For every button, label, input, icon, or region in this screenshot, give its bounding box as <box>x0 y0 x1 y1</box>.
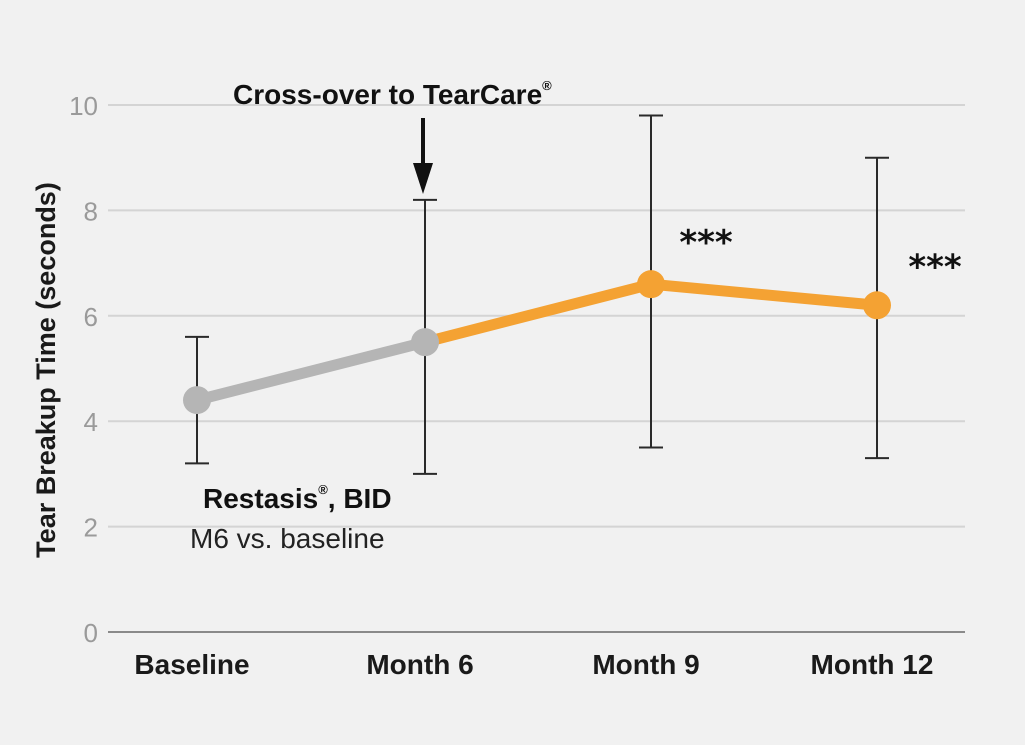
series-segment-restasis <box>191 336 431 406</box>
restasis-subtitle: M6 vs. baseline <box>190 523 385 554</box>
y-tick-label: 2 <box>84 513 98 543</box>
series-lines <box>191 278 883 406</box>
series-segment-tearcare <box>419 278 657 348</box>
crossover-arrow-head <box>413 163 433 194</box>
x-tick-label: Month 9 <box>592 649 699 680</box>
x-tick-labels: Baseline Month 6 Month 9 Month 12 <box>134 649 933 680</box>
significance-marker: *** <box>679 223 733 263</box>
y-tick-label: 6 <box>84 302 98 332</box>
series-segment-tearcare <box>645 278 883 311</box>
significance-marker: *** <box>908 247 962 287</box>
data-points <box>183 270 891 415</box>
significance-markers: *** *** <box>679 223 962 287</box>
y-axis-label: Tear Breakup Time (seconds) <box>31 182 61 558</box>
crossover-annotation: Cross-over to TearCare® <box>233 78 552 110</box>
data-point <box>863 291 891 320</box>
y-tick-label: 8 <box>84 196 98 226</box>
data-point <box>411 328 439 357</box>
data-point <box>183 386 211 415</box>
x-tick-label: Month 6 <box>366 649 473 680</box>
y-tick-label: 0 <box>84 618 98 648</box>
grid-lines <box>108 104 965 633</box>
y-tick-labels: 0 2 4 6 8 10 <box>69 91 98 648</box>
restasis-annotation: Restasis®, BID <box>203 482 392 514</box>
y-tick-label: 4 <box>84 407 98 437</box>
x-tick-label: Month 12 <box>811 649 934 680</box>
data-point <box>637 270 665 299</box>
y-tick-label: 10 <box>69 91 98 121</box>
x-tick-label: Baseline <box>134 649 249 680</box>
